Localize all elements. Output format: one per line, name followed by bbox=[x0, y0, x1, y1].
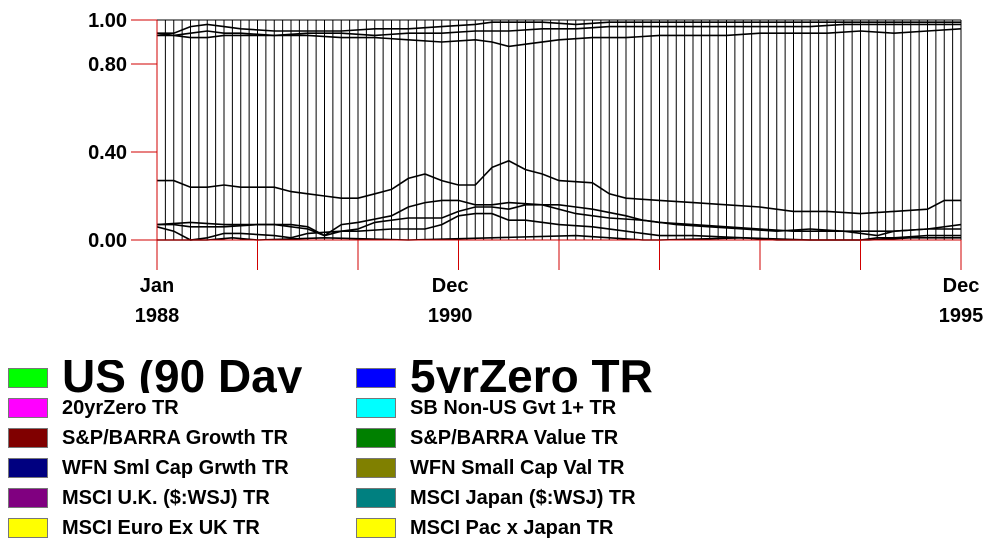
legend-swatch bbox=[8, 488, 48, 508]
legend-label: MSCI Euro Ex UK TR bbox=[62, 517, 260, 539]
legend-swatch bbox=[8, 458, 48, 478]
x-tick-label: 1988 bbox=[135, 305, 180, 327]
legend: US (90 Day 5yrZero TR 20yrZero TR SB Non… bbox=[0, 360, 993, 542]
series-line bbox=[156, 23, 961, 37]
legend-label: MSCI U.K. ($:WSJ) TR bbox=[62, 487, 270, 509]
legend-label: 20yrZero TR bbox=[62, 397, 179, 419]
y-tick-label: 1.00 bbox=[88, 10, 127, 32]
legend-swatch bbox=[356, 428, 396, 448]
legend-swatch bbox=[356, 458, 396, 478]
legend-label: S&P/BARRA Growth TR bbox=[62, 427, 288, 449]
axes bbox=[131, 19, 962, 270]
series-line bbox=[156, 199, 962, 237]
series-lines bbox=[156, 21, 962, 241]
x-tick-label: Jan bbox=[140, 275, 174, 297]
x-tick-label: 1990 bbox=[428, 305, 473, 327]
legend-label: US (90 Day bbox=[62, 360, 303, 393]
legend-label: MSCI Pac x Japan TR bbox=[410, 517, 614, 539]
tick-labels: 1.00 0.80 0.40 0.00 Jan 1988 Dec 1990 Dec 1995 bbox=[88, 10, 983, 327]
series-line bbox=[157, 21, 961, 34]
x-tick-label: Dec bbox=[943, 275, 980, 297]
legend-label: SB Non-US Gvt 1+ TR bbox=[410, 397, 617, 419]
legend-swatch bbox=[356, 398, 396, 418]
series-line bbox=[157, 159, 961, 215]
legend-label: WFN Sml Cap Grwth TR bbox=[62, 457, 289, 479]
x-tick-label: Dec bbox=[432, 275, 469, 297]
chart: 1.00 0.80 0.40 0.00 Jan 1988 Dec 1990 Dec 1995 bbox=[88, 10, 983, 327]
gridlines bbox=[156, 19, 962, 241]
y-tick-label: 0.80 bbox=[88, 54, 127, 76]
legend-item: US (90 Day bbox=[8, 360, 343, 393]
legend-swatch bbox=[8, 368, 48, 388]
legend-swatch bbox=[356, 488, 396, 508]
legend-label: MSCI Japan ($:WSJ) TR bbox=[410, 487, 636, 509]
legend-swatch bbox=[8, 398, 48, 418]
series-line bbox=[157, 28, 962, 48]
legend-label: 5yrZero TR bbox=[410, 360, 653, 393]
x-tick-label: 1995 bbox=[939, 305, 984, 327]
legend-label: WFN Small Cap Val TR bbox=[410, 457, 625, 479]
y-tick-label: 0.40 bbox=[88, 142, 127, 164]
legend-swatch bbox=[8, 518, 48, 538]
legend-label: S&P/BARRA Value TR bbox=[410, 427, 619, 449]
legend-item: 5yrZero TR bbox=[356, 360, 956, 393]
legend-swatch bbox=[356, 368, 396, 388]
legend-swatch bbox=[356, 518, 396, 538]
y-tick-label: 0.00 bbox=[88, 230, 127, 252]
legend-swatch bbox=[8, 428, 48, 448]
